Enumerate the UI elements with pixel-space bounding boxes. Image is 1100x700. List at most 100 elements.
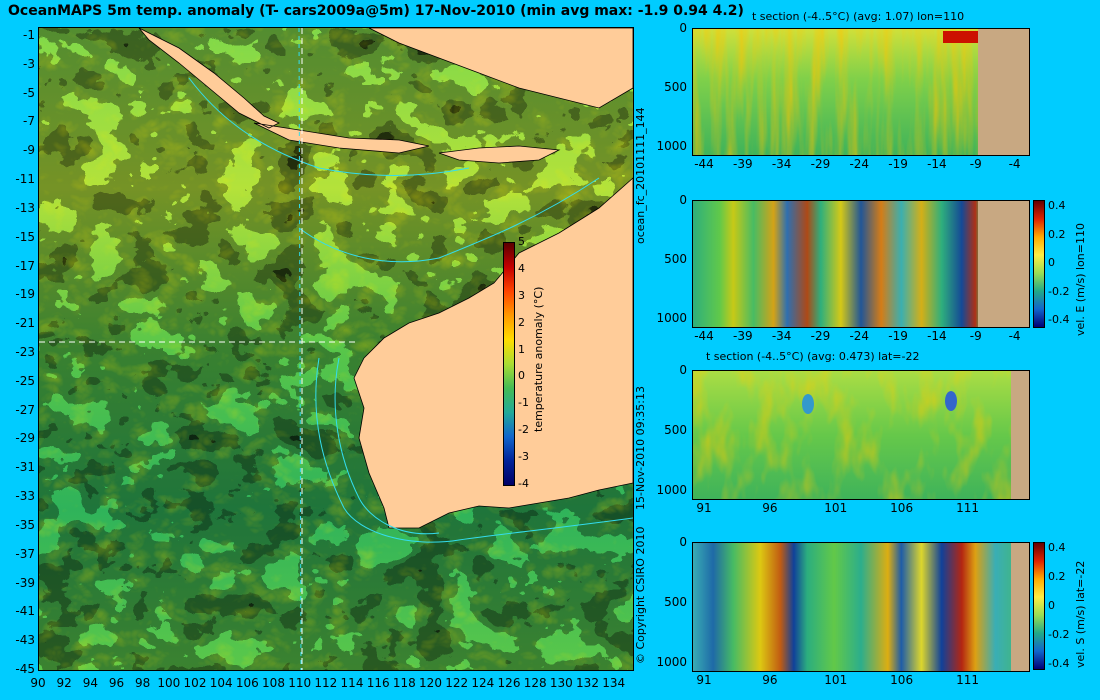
- map-x-tick: 134: [602, 676, 626, 690]
- section-t-lon[interactable]: [692, 28, 1030, 156]
- section-x-tick: -29: [810, 329, 831, 343]
- section-colorbar-tick: -0.2: [1048, 284, 1070, 298]
- map-y-tick: -41: [15, 604, 35, 619]
- section-u-colorbar-label: vel. E (m/s) lon=110: [1074, 223, 1087, 336]
- map-y-tick: -33: [15, 489, 35, 504]
- map-y-tick: -17: [15, 258, 35, 273]
- section-colorbar-tick: 0: [1048, 256, 1055, 269]
- section-x-tick: -24: [849, 329, 870, 343]
- section-y-tick: 1000: [656, 139, 687, 154]
- map-y-tick: -27: [15, 402, 35, 417]
- section-colorbar-tick: -0.4: [1048, 657, 1070, 670]
- map-x-tick: 124: [471, 676, 495, 690]
- section-y-tick: 1000: [656, 655, 687, 670]
- map-colorbar: [503, 242, 515, 486]
- section-v-colorbar: [1033, 542, 1045, 670]
- section-t-lon-title: t section (-4..5°C) (avg: 1.07) lon=110: [752, 10, 965, 23]
- section-x-tick: -9: [969, 329, 982, 343]
- land-indonesia: [138, 28, 633, 164]
- map-colorbar-label: temperature anomaly (°C): [532, 286, 545, 432]
- bathymetry-contours: [188, 28, 633, 670]
- map-x-tick: 120: [419, 676, 442, 690]
- map-x-tick: 118: [392, 676, 416, 690]
- map-y-tick: -39: [15, 575, 35, 590]
- section-y-tick: 0: [679, 21, 687, 35]
- section-x-tick: -4: [1008, 157, 1021, 171]
- section-u-lon[interactable]: [692, 200, 1030, 328]
- section-t-lon-field: [693, 29, 1029, 155]
- section-x-tick: -14: [927, 329, 947, 343]
- section-x-tick: -14: [927, 157, 947, 171]
- map-y-tick: -1: [23, 28, 35, 42]
- section-colorbar-tick: -0.2: [1048, 628, 1070, 641]
- section-colorbar-tick: 0: [1048, 599, 1055, 612]
- map-x-tick: 98: [135, 676, 151, 690]
- section-x-tick: -19: [888, 157, 908, 171]
- map-y-tick: -23: [15, 345, 35, 359]
- section-x-tick: 111: [956, 673, 979, 687]
- section-u-colorbar: [1033, 200, 1045, 328]
- section-x-tick: 111: [956, 501, 979, 515]
- chart-title: OceanMAPS 5m temp. anomaly (T- cars2009a…: [8, 3, 744, 19]
- section-v-lat[interactable]: [692, 542, 1030, 672]
- map-x-tick: 96: [108, 676, 125, 690]
- map-y-tick: -9: [23, 143, 35, 158]
- map-y-tick: -25: [15, 373, 35, 388]
- map-colorbar-tick: 3: [518, 288, 525, 302]
- map-y-tick: -43: [15, 633, 35, 648]
- map-panel[interactable]: [38, 27, 634, 671]
- map-field: [39, 28, 633, 670]
- map-x-tick: 126: [497, 676, 521, 690]
- map-y-tick: -21: [15, 316, 35, 331]
- map-colorbar-tick: 0: [518, 369, 525, 383]
- section-x-tick: -34: [771, 329, 792, 343]
- map-x-tick: 132: [576, 676, 599, 690]
- section-u-lon-field: [693, 201, 1029, 327]
- section-x-tick: -24: [849, 157, 870, 171]
- map-colorbar-tick: 2: [518, 315, 525, 329]
- section-y-tick: 500: [664, 595, 687, 610]
- copyright-label: © Copyright CSIRO 2010: [634, 526, 647, 664]
- map-y-tick: -31: [15, 460, 35, 475]
- map-y-tick: -7: [23, 114, 35, 129]
- section-y-tick: 0: [679, 193, 687, 207]
- section-x-tick: 101: [824, 501, 848, 515]
- section-v-lat-field: [693, 543, 1029, 671]
- map-x-tick: 92: [56, 676, 72, 690]
- map-y-tick: -13: [15, 200, 35, 215]
- map-x-tick: 104: [209, 676, 233, 690]
- section-y-tick: 1000: [656, 311, 687, 326]
- section-x-tick: -4: [1008, 329, 1021, 343]
- map-y-tick: -35: [15, 517, 35, 532]
- section-y-tick: 500: [664, 80, 687, 95]
- section-y-tick: 0: [679, 363, 687, 377]
- section-colorbar-tick: 0.2: [1048, 227, 1066, 241]
- map-colorbar-tick: 1: [518, 342, 525, 356]
- section-x-tick: -34: [771, 157, 792, 171]
- map-x-tick: 102: [183, 676, 207, 690]
- map-x-tick: 122: [445, 676, 469, 690]
- section-y-tick: 500: [664, 423, 687, 438]
- section-colorbar-tick: -0.4: [1048, 313, 1070, 326]
- section-x-tick: -39: [733, 329, 753, 343]
- section-t-lat[interactable]: [692, 370, 1030, 500]
- section-x-tick: -39: [733, 157, 753, 171]
- section-x-tick: 106: [890, 673, 914, 687]
- land-australia: [353, 177, 633, 529]
- map-colorbar-tick: -2: [518, 423, 529, 437]
- map-x-tick: 108: [262, 676, 285, 690]
- section-y-tick: 0: [679, 535, 687, 549]
- map-y-tick: -37: [15, 546, 35, 561]
- map-colorbar-tick: -1: [518, 396, 529, 410]
- map-x-tick: 112: [314, 676, 338, 690]
- section-x-tick: -19: [888, 329, 908, 343]
- section-x-tick: -44: [694, 329, 714, 343]
- map-y-tick: -11: [15, 172, 35, 187]
- map-colorbar-tick: 5: [518, 235, 525, 248]
- section-y-tick: 1000: [656, 483, 687, 498]
- map-y-tick: -29: [15, 431, 35, 446]
- section-land: [978, 29, 1029, 155]
- map-x-tick: 94: [82, 676, 98, 690]
- map-x-tick: 128: [523, 676, 547, 690]
- map-x-tick: 110: [288, 676, 312, 690]
